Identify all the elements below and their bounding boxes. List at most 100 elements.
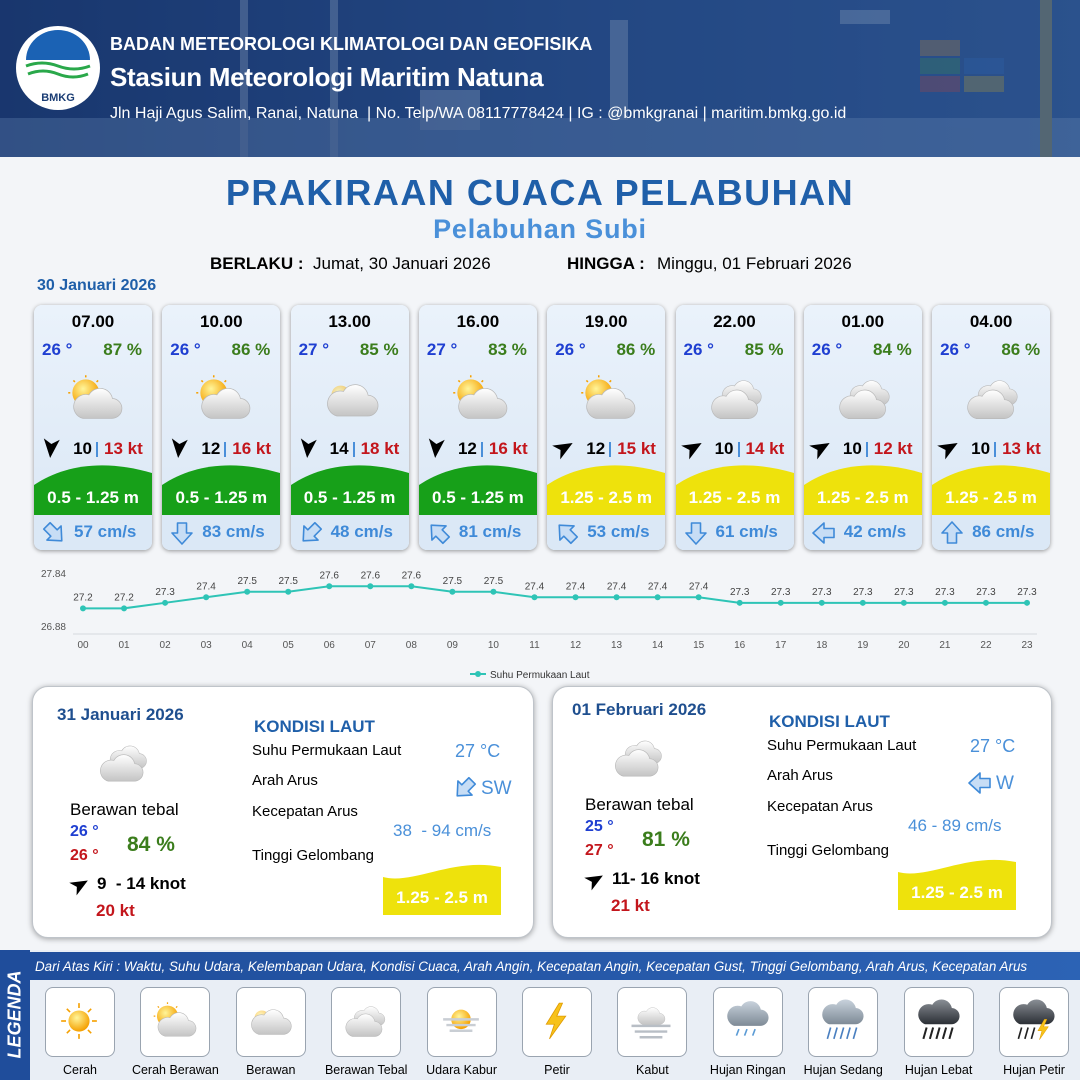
wind-direction-arrow bbox=[680, 436, 706, 460]
data-label: 27.4 bbox=[607, 581, 627, 592]
card-wave: 1.25 - 2.5 m bbox=[945, 488, 1037, 507]
wave-background bbox=[547, 465, 666, 515]
sea-current-dir: W bbox=[996, 773, 1014, 794]
card-temp: 26 ° bbox=[42, 340, 73, 359]
wave-shape bbox=[383, 864, 501, 915]
current-direction-arrow bbox=[684, 522, 707, 545]
card-time: 22.00 bbox=[713, 312, 756, 331]
point bbox=[654, 594, 661, 601]
card-wave: 0.5 - 1.25 m bbox=[175, 488, 268, 507]
data-label: 27.3 bbox=[812, 587, 832, 598]
card-current: 61 cm/s bbox=[715, 522, 778, 541]
wave-shape bbox=[898, 859, 1016, 910]
x-tick-label: 17 bbox=[775, 640, 787, 651]
card-wind: 14 bbox=[329, 439, 349, 458]
card-current: 48 cm/s bbox=[330, 522, 393, 541]
x-tick-label: 00 bbox=[77, 640, 89, 651]
legend-icon bbox=[244, 999, 296, 1043]
weather-icon bbox=[446, 373, 512, 425]
sea-label: Kecepatan Arus bbox=[767, 798, 873, 815]
x-tick-label: 21 bbox=[939, 640, 951, 651]
card-temp: 26 ° bbox=[555, 340, 586, 359]
wave-shape bbox=[675, 465, 794, 515]
forecast-card: 22.00 26 ° 85 % 10 14 kt 1.25 - 2.5 m 61 cm/s bbox=[675, 305, 794, 550]
sea-label: Suhu Permukaan Laut bbox=[252, 742, 402, 759]
sea-label: Kecepatan Arus bbox=[252, 803, 358, 820]
sea-heading: KONDISI LAUT bbox=[254, 717, 375, 736]
card-wind: 12 bbox=[457, 439, 477, 458]
wave-background bbox=[162, 465, 281, 515]
x-tick-label: 15 bbox=[693, 640, 705, 651]
data-label: 27.2 bbox=[114, 592, 134, 603]
line bbox=[83, 585, 1027, 610]
panel-temp-min: 26 ° bbox=[70, 823, 99, 840]
data-label: 27.4 bbox=[196, 581, 216, 592]
forecast-card: 07.00 26 ° 87 % 10 13 kt 0.5 - 1.25 m 57 cm/s bbox=[34, 305, 152, 550]
card-wave: 1.25 - 2.5 m bbox=[560, 488, 653, 507]
validity-to: Minggu, 01 Februari 2026 bbox=[657, 254, 852, 273]
weather-icon bbox=[605, 735, 671, 781]
card-wave: 1.25 - 2.5 m bbox=[816, 488, 909, 507]
separator bbox=[865, 442, 868, 457]
legend-icon bbox=[441, 1008, 480, 1033]
card-current: 86 cm/s bbox=[972, 522, 1035, 541]
panel-temp-max: 27 ° bbox=[585, 842, 614, 859]
panel-date: 31 Januari 2026 bbox=[57, 705, 184, 724]
point bbox=[900, 599, 907, 606]
wind-direction-arrow bbox=[937, 436, 962, 460]
weather-icon bbox=[90, 740, 156, 786]
card-gust: 12 kt bbox=[873, 439, 913, 458]
point bbox=[244, 588, 251, 595]
sea-current-speed: 38 - 94 cm/s bbox=[393, 821, 492, 840]
legend-label: Kabut bbox=[636, 1063, 669, 1077]
x-tick-label: 16 bbox=[734, 640, 746, 651]
separator bbox=[96, 442, 98, 457]
card-temp: 27 ° bbox=[298, 340, 330, 359]
forecast-card: 16.00 27 ° 83 % 12 16 kt 0.5 - 1.25 m 81 cm/s bbox=[418, 305, 537, 550]
legend-description: Dari Atas Kiri : Waktu, Suhu Udara, Kele… bbox=[35, 959, 1028, 974]
x-tick-label: 03 bbox=[201, 640, 213, 651]
card-gust: 18 kt bbox=[360, 439, 400, 458]
x-tick-label: 07 bbox=[365, 640, 377, 651]
sea-label: Tinggi Gelombang bbox=[767, 842, 890, 859]
data-label: 27.5 bbox=[237, 576, 257, 587]
validity-from: Jumat, 30 Januari 2026 bbox=[313, 254, 491, 273]
wave-background bbox=[898, 859, 1016, 910]
panel-wind: 11- 16 knot bbox=[612, 869, 700, 888]
x-tick-label: 09 bbox=[447, 640, 459, 651]
legend-band bbox=[30, 952, 1080, 980]
weather-icon bbox=[574, 373, 640, 425]
card-wind: 10 bbox=[714, 439, 734, 458]
wind-direction-arrow bbox=[298, 438, 317, 459]
point bbox=[449, 588, 456, 595]
card-wave: 0.5 - 1.25 m bbox=[432, 488, 524, 507]
data-label: 27.5 bbox=[484, 576, 504, 587]
legend-icon bbox=[1012, 999, 1056, 1041]
point bbox=[490, 588, 497, 595]
current-direction-arrow bbox=[811, 522, 835, 544]
legend-icon bbox=[726, 1000, 770, 1037]
data-label: 27.3 bbox=[976, 587, 996, 598]
subtitle: Pelabuhan Subi bbox=[433, 214, 647, 244]
card-gust: 14 kt bbox=[745, 439, 785, 458]
legend-label: Hujan Lebat bbox=[904, 1063, 973, 1077]
panel-humidity: 84 % bbox=[127, 833, 175, 856]
sea-sst: 27 °C bbox=[970, 736, 1016, 756]
card-wave: 0.5 - 1.25 m bbox=[303, 488, 396, 507]
card-current: 42 cm/s bbox=[843, 522, 907, 541]
legend-icon bbox=[821, 999, 865, 1040]
card-gust: 13 kt bbox=[104, 439, 143, 458]
card-temp: 26 ° bbox=[940, 340, 971, 359]
x-tick-label: 18 bbox=[816, 640, 828, 651]
legend-label: Cerah Berawan bbox=[131, 1063, 219, 1077]
sea-wave: 1.25 - 2.5 m bbox=[911, 883, 1003, 902]
weather-icon bbox=[189, 373, 255, 425]
data-label: 27.5 bbox=[443, 576, 463, 587]
data-label: 27.3 bbox=[771, 587, 791, 598]
forecast-card: 10.00 26 ° 86 % 12 16 kt 0.5 - 1.25 m 83 cm/s bbox=[162, 305, 281, 550]
card-humidity: 86 % bbox=[1001, 340, 1041, 359]
legend-title: LEGENDA bbox=[4, 970, 25, 1059]
panel-wind: 9 - 14 knot bbox=[97, 874, 186, 893]
forecast-card: 13.00 27 ° 85 % 14 18 kt 0.5 - 1.25 m 48 cm/s bbox=[290, 305, 409, 550]
